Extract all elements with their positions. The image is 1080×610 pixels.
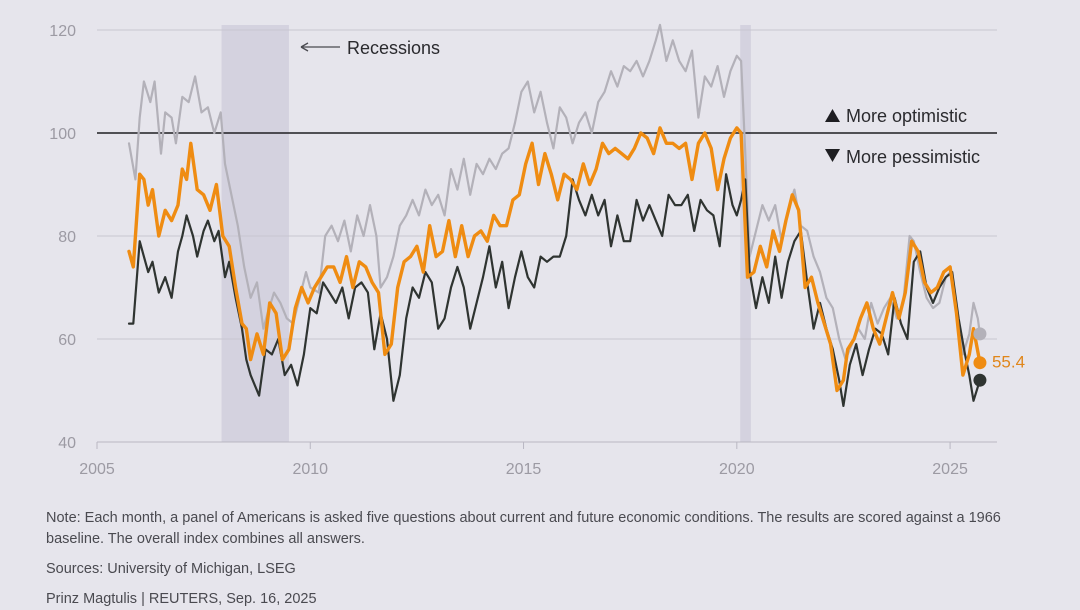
y-axis-ticks: 40 60 80 100 120 — [49, 23, 76, 452]
current-conditions-line — [127, 173, 982, 407]
pessimistic-annotation: More pessimistic — [825, 147, 980, 167]
x-tick-label: 2010 — [292, 461, 328, 478]
series-endpoints — [973, 327, 987, 387]
note-text: Note: Each month, a panel of Americans i… — [46, 510, 1001, 547]
optimistic-annotation: More optimistic — [825, 106, 967, 126]
y-tick-label: 120 — [49, 23, 76, 40]
y-tick-label: 40 — [58, 435, 76, 452]
current-conditions-endpoint — [973, 373, 987, 387]
x-tick-label: 2005 — [79, 461, 115, 478]
sources-text: Sources: University of Michigan, LSEG — [46, 561, 296, 577]
y-tick-label: 100 — [49, 126, 76, 143]
recessions-arrow-head — [300, 42, 309, 52]
expectations-line — [127, 23, 982, 361]
x-tick-label: 2015 — [506, 461, 542, 478]
recession-bands — [221, 25, 751, 442]
expectations-endpoint — [973, 327, 987, 341]
x-axis-ticks: 2005 2010 2015 2020 2025 — [79, 441, 997, 478]
y-tick-label: 60 — [58, 332, 76, 349]
x-tick-label: 2025 — [932, 461, 968, 478]
recessions-label: Recessions — [347, 38, 440, 58]
credit-text: Prinz Magtulis | REUTERS, Sep. 16, 2025 — [46, 591, 317, 607]
series-lines — [127, 23, 982, 407]
recessions-annotation: Recessions — [300, 38, 440, 58]
down-triangle-icon — [825, 149, 840, 162]
overall-index-line — [127, 126, 982, 393]
recession-band-1 — [221, 25, 289, 442]
chart-notes: Note: Each month, a panel of Americans i… — [46, 508, 1036, 610]
x-tick-label: 2020 — [719, 461, 755, 478]
overall-index-endpoint — [973, 356, 987, 370]
y-tick-label: 80 — [58, 229, 76, 246]
latest-value-label: 55.4 — [992, 353, 1025, 372]
up-triangle-icon — [825, 109, 840, 122]
consumer-sentiment-chart: 40 60 80 100 120 2005 2010 2015 2020 2025 Recess… — [49, 23, 1025, 478]
more-optimistic-label: More optimistic — [846, 106, 967, 126]
more-pessimistic-label: More pessimistic — [846, 147, 980, 167]
